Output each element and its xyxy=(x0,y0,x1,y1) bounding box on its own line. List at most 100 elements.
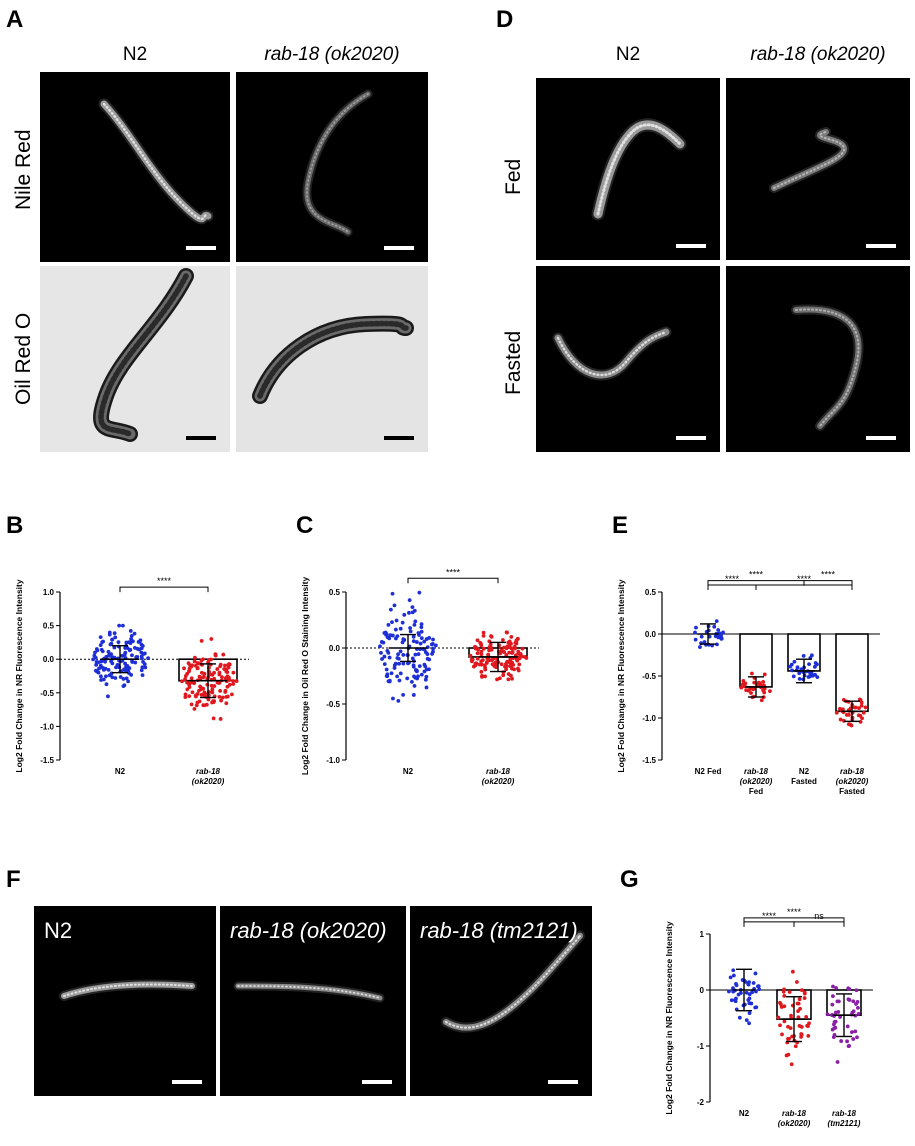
chart-E-point xyxy=(740,683,745,688)
chart-C-point xyxy=(412,608,417,613)
chart-E-sig-label: **** xyxy=(725,574,740,584)
chart-C-ytick-label: 0.5 xyxy=(329,588,341,597)
chart-B-point xyxy=(220,675,224,679)
chart-C-point xyxy=(380,657,384,661)
chart-B-point xyxy=(97,666,101,671)
chart-E-ytick-label: -1.5 xyxy=(642,756,656,765)
chart-B-ytick-label: -0.5 xyxy=(40,689,54,698)
chart-E-point xyxy=(838,717,843,722)
chart-E-sig-bracket xyxy=(755,584,853,591)
chart-B-point xyxy=(140,673,145,678)
panel-label-a: A xyxy=(6,6,24,33)
chart-E-point xyxy=(721,630,725,635)
chart-C-point xyxy=(422,639,427,644)
chart-E-point xyxy=(857,697,862,702)
chart-E-point xyxy=(857,706,861,710)
chart-G-point xyxy=(787,1036,791,1041)
chart-B-point xyxy=(206,697,211,702)
chart-G-point xyxy=(744,1018,749,1023)
chart-C-point xyxy=(398,626,403,631)
chart-C-point xyxy=(479,669,484,674)
chart-C-point xyxy=(390,633,395,638)
chart-E-point xyxy=(801,654,806,658)
chart-E-point xyxy=(746,688,751,693)
chart-C-point xyxy=(479,652,484,657)
chart-B-point xyxy=(113,676,118,680)
chart-G-point xyxy=(753,1005,758,1010)
chart-B-point xyxy=(112,631,117,636)
panel-a-col1-title: N2 xyxy=(122,44,148,65)
chart-E-point xyxy=(790,668,794,673)
chart-G-point xyxy=(853,1029,858,1034)
chart-C-point xyxy=(489,634,494,639)
chart-B-point xyxy=(230,692,234,697)
chart-C-point xyxy=(405,676,410,681)
chart-E-xtick-label: (ok2020) xyxy=(836,777,869,786)
panel-d-row1-label: Fed xyxy=(502,158,525,195)
chart-B-point xyxy=(182,666,186,671)
chart-G-point xyxy=(846,1044,851,1049)
chart-B-point xyxy=(187,666,192,671)
chart-C-point xyxy=(494,665,498,670)
chart-G-point xyxy=(731,973,736,978)
chart-G-ytick-label: -1 xyxy=(697,1042,705,1051)
chart-B-point xyxy=(100,640,105,645)
chart-G-point xyxy=(731,968,736,973)
chart-E-point xyxy=(759,698,764,703)
chart-E-point xyxy=(861,710,866,715)
chart-C-point xyxy=(517,662,522,667)
chart-C-point xyxy=(411,663,416,668)
chart-G-point xyxy=(802,991,807,996)
chart-C-point xyxy=(431,649,435,654)
chart-C-point xyxy=(516,649,521,654)
chart-c: Log2 Fold Change in Oil Red O Staining I… xyxy=(300,567,539,786)
chart-G-point xyxy=(796,1009,800,1014)
micrograph-n2-fed xyxy=(536,78,720,260)
chart-B-point xyxy=(133,660,138,665)
chart-G-point xyxy=(839,1039,844,1043)
micrograph-rab18-fasted xyxy=(726,266,910,452)
chart-B-point xyxy=(99,647,104,652)
chart-G-point xyxy=(757,987,762,992)
chart-C-point xyxy=(411,693,416,697)
chart-C-point xyxy=(482,663,487,668)
chart-B-point xyxy=(223,663,227,668)
chart-E-point xyxy=(693,630,697,635)
chart-C-point xyxy=(417,664,422,669)
panel-a-col2-title: rab-18 (ok2020) xyxy=(264,44,400,65)
chart-E-point xyxy=(752,680,757,685)
chart-E-point xyxy=(859,703,864,708)
chart-G-xtick-label: N2 xyxy=(739,1109,750,1118)
chart-G-point xyxy=(756,984,760,989)
chart-G-sig-bracket xyxy=(743,921,795,927)
chart-C-point xyxy=(388,607,393,612)
chart-G-point xyxy=(856,1011,861,1016)
chart-e: Log2 Fold Change in NR Fluorescence Inte… xyxy=(616,570,880,796)
chart-G-point xyxy=(734,996,738,1001)
chart-B-point xyxy=(140,665,145,670)
chart-C-sig-label: **** xyxy=(446,567,461,577)
chart-B-point xyxy=(195,666,200,671)
chart-G-point xyxy=(734,981,738,986)
chart-G-point xyxy=(739,991,743,995)
chart-C-point xyxy=(502,650,507,654)
chart-C-point xyxy=(520,646,525,651)
chart-B-point xyxy=(125,667,129,671)
chart-G-point xyxy=(831,984,835,989)
chart-C-point xyxy=(500,638,505,642)
chart-B-point xyxy=(220,695,225,700)
chart-C-point xyxy=(479,642,483,646)
chart-G-point xyxy=(784,1053,789,1058)
chart-B-point xyxy=(104,674,108,679)
chart-B-point xyxy=(225,694,230,699)
chart-E-point xyxy=(791,674,796,679)
chart-C-point xyxy=(389,671,394,676)
chart-C-point xyxy=(475,651,480,656)
chart-G-point xyxy=(776,1015,781,1020)
chart-E-point xyxy=(699,634,704,639)
chart-C-point xyxy=(393,661,398,666)
chart-B-point xyxy=(139,650,144,655)
chart-E-point xyxy=(716,628,721,632)
chart-E-point xyxy=(809,653,814,658)
chart-C-point xyxy=(408,626,413,630)
